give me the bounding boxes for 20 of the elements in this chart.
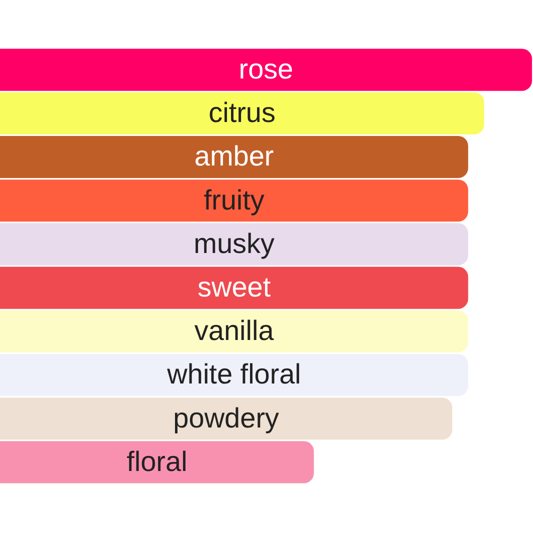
bar	[0, 441, 314, 484]
bar	[0, 180, 468, 222]
y-tick-label: musky	[194, 228, 275, 259]
bar	[0, 266, 468, 309]
bar	[0, 354, 468, 396]
bar	[0, 136, 468, 178]
y-tick-label: citrus	[208, 97, 276, 128]
bar	[0, 398, 452, 440]
y-tick-label: sweet	[198, 272, 271, 303]
y-tick-label: rose	[238, 54, 294, 85]
y-tick-label: fruity	[204, 184, 264, 216]
bar	[0, 310, 468, 352]
bar	[0, 92, 484, 134]
y-tick-label: vanilla	[194, 315, 274, 346]
y-tick-label: powdery	[173, 402, 280, 434]
y-tick-label: amber	[194, 140, 274, 172]
y-tick-label: floral	[126, 446, 188, 477]
y-tick-label: white floral	[166, 358, 301, 390]
bar	[0, 48, 532, 91]
bar	[0, 223, 468, 266]
